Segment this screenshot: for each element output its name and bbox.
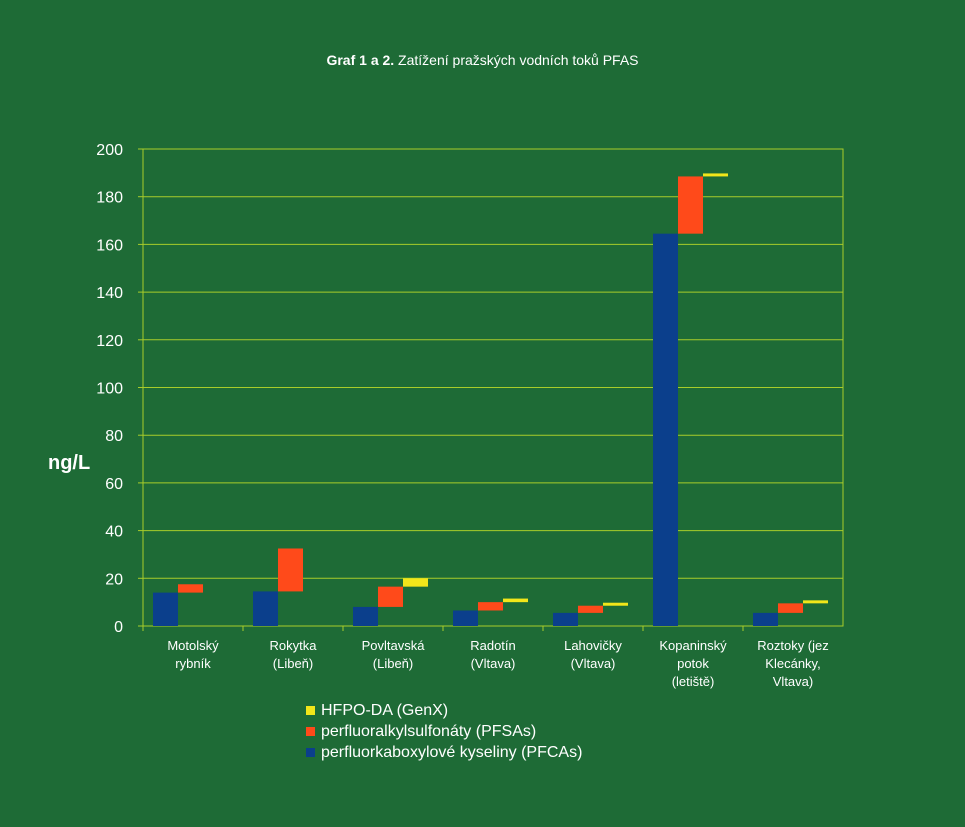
y-axis-label: ng/L	[48, 452, 91, 474]
plot-border	[142, 148, 844, 627]
bar-segment-series2-cat3	[503, 598, 528, 603]
bar-segment-series2-cat6	[803, 600, 828, 604]
x-tick-label: Radotín (Vltava)	[470, 638, 516, 671]
bar-segment-series1-cat3	[478, 602, 503, 611]
x-tick-label: Roztoky (jez Klecánky, Vltava)	[757, 638, 829, 689]
legend-item: perfluorkaboxylové kyseliny (PFCAs)	[306, 742, 582, 763]
bar-segment-series2-cat2	[403, 578, 428, 587]
bar-segment-series0-cat0	[153, 592, 178, 626]
bar-segment-series1-cat2	[378, 586, 403, 607]
legend: HFPO-DA (GenX) perfluoralkylsulfonáty (PF…	[306, 700, 582, 763]
bar-segment-series2-cat4	[603, 602, 628, 606]
x-tick-labels: Motolský rybník Rokytka (Libeň) Povltavská (L…	[167, 638, 828, 689]
chart-title: Graf 1 a 2. Zatížení pražských vodních t…	[326, 52, 639, 68]
bar-segment-series0-cat2	[353, 606, 378, 626]
y-tick-label: 160	[96, 237, 123, 254]
x-tick-label: Lahovičky (Vltava)	[564, 638, 622, 671]
bar-segment-series0-cat3	[453, 610, 478, 626]
bar-segment-series1-cat6	[778, 603, 803, 613]
bar-segment-series0-cat4	[553, 612, 578, 626]
y-tick-label: 180	[96, 190, 123, 207]
legend-label: HFPO-DA (GenX)	[321, 702, 449, 719]
legend-swatch	[306, 748, 315, 757]
bar-segment-series0-cat5	[653, 233, 678, 627]
y-tick-labels: 0 20 40 60 80 100 120 140 160 180 200	[96, 142, 123, 636]
y-tick-label: 120	[96, 333, 123, 350]
x-tick-label: Rokytka (Libeň)	[270, 638, 318, 671]
x-tick-label: Kopaninský potok (letiště)	[659, 638, 727, 689]
bar-segment-series1-cat0	[178, 584, 203, 593]
y-tick-label: 0	[114, 619, 123, 636]
y-tick-label: 40	[105, 524, 123, 541]
bar-segment-series0-cat1	[253, 591, 278, 626]
legend-swatch	[306, 706, 315, 715]
bar-segment-series0-cat6	[753, 612, 778, 626]
legend-swatch	[306, 727, 315, 736]
legend-label: perfluoralkylsulfonáty (PFSAs)	[321, 723, 537, 740]
y-tick-label: 80	[105, 428, 123, 445]
y-tick-label: 200	[96, 142, 123, 159]
y-tick-label: 60	[105, 476, 123, 493]
bar-segment-series1-cat1	[278, 548, 303, 592]
y-tick-label: 20	[105, 571, 123, 588]
x-tick-label: Povltavská (Libeň)	[362, 638, 426, 671]
y-tick-label: 140	[96, 285, 123, 302]
bar-segment-series1-cat4	[578, 605, 603, 613]
y-tick-label: 100	[96, 381, 123, 398]
grid-lines	[138, 148, 844, 631]
bar-segment-series2-cat5	[703, 173, 728, 177]
legend-item: perfluoralkylsulfonáty (PFSAs)	[306, 721, 582, 742]
legend-label: perfluorkaboxylové kyseliny (PFCAs)	[321, 744, 583, 761]
x-tick-label: Motolský rybník	[167, 638, 219, 671]
bars	[153, 173, 828, 627]
legend-item: HFPO-DA (GenX)	[306, 700, 582, 721]
bar-segment-series1-cat5	[678, 176, 703, 234]
